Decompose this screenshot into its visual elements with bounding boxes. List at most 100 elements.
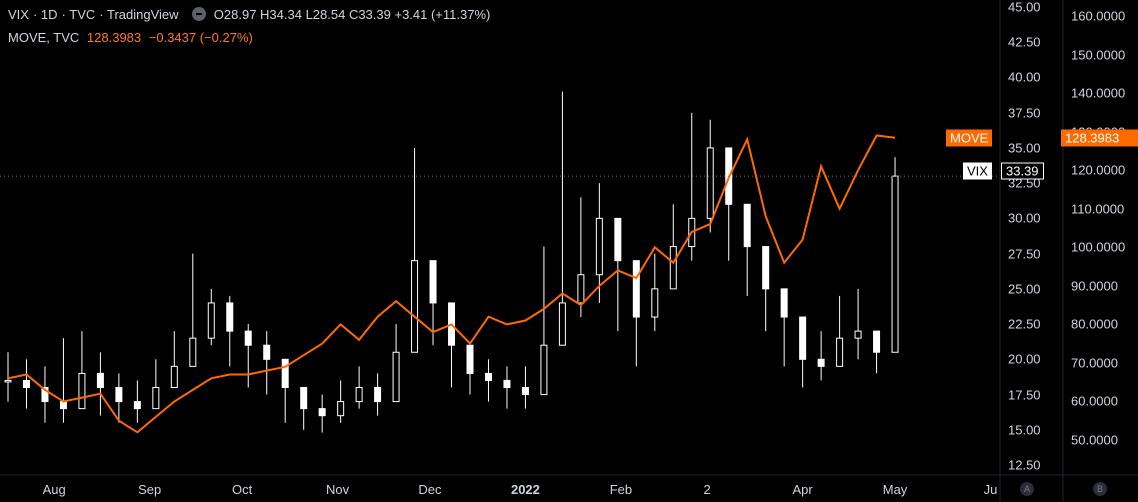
vix-candle-body: [244, 330, 252, 346]
right-axis-tick: 140.0000: [1071, 85, 1126, 101]
time-axis-tick: 2: [703, 482, 711, 497]
legend-overlay-name: MOVE, TVC: [8, 30, 80, 45]
right-axis-tick: 100.0000: [1071, 239, 1126, 255]
vix-candle-body: [503, 379, 511, 388]
left-axis-tick: 35.00: [1008, 140, 1041, 156]
vix-candle-body: [743, 203, 751, 248]
vix-legend: VIX · 1D · TVC · TradingView O28.97 H34.34 …: [8, 7, 491, 22]
vix-candle-body: [152, 386, 160, 410]
left-axis-tick: 40.00: [1008, 69, 1041, 85]
left-axis-tick: 17.50: [1008, 387, 1041, 403]
time-axis-tick: Feb: [609, 482, 633, 497]
legend-ohlc: O28.97 H34.34 L28.54 C33.39 +3.41 (+11.3…: [213, 7, 491, 22]
vix-candle-body: [595, 217, 603, 276]
vix-candle-body: [337, 401, 345, 417]
vix-candle-body: [115, 386, 123, 403]
vix-candle-body: [632, 260, 640, 318]
left-axis-tick: 15.00: [1008, 422, 1041, 438]
vix-candle-body: [226, 302, 234, 332]
vix-candle-body: [558, 302, 566, 346]
vix-candle-body: [429, 260, 437, 304]
right-axis-tick: 80.0000: [1071, 316, 1118, 332]
vix-candle-body: [780, 288, 788, 318]
vix-candle-body: [540, 344, 548, 396]
legend-overlay-value: 128.3983: [86, 30, 142, 45]
vix-candle-body: [59, 401, 67, 410]
vix-candle-body: [133, 401, 141, 410]
vix-candle-body: [22, 379, 30, 388]
vix-candle-body: [263, 344, 271, 360]
vix-candles: [4, 91, 899, 433]
move-legend: MOVE, TVC 128.3983 −0.3437 (−0.27%): [8, 30, 257, 45]
vix-candle-body: [300, 386, 308, 410]
time-axis-tick: 2022: [510, 482, 540, 497]
vix-candle-body: [411, 260, 419, 353]
time-axis-tick: Apr: [792, 482, 813, 497]
time-axis-tick: Nov: [325, 482, 350, 497]
right-axis-tick: 70.0000: [1071, 355, 1118, 371]
right-axis-tick: 160.0000: [1071, 8, 1126, 24]
left-axis-tick: 25.00: [1008, 281, 1041, 297]
legend-interval: 1D: [40, 7, 58, 22]
vix-candle-body: [318, 408, 326, 417]
vix-candle-body: [836, 337, 844, 367]
vix-price-label: 33.39: [1001, 162, 1044, 180]
vix-candle-body: [817, 358, 825, 367]
vix-candle-body: [170, 365, 178, 388]
right-axis-tick: 60.0000: [1071, 393, 1118, 409]
time-axis-tick: Aug: [42, 482, 66, 497]
vix-candle-body: [651, 288, 659, 318]
legend-symbol: VIX: [8, 7, 29, 22]
move-name-label: MOVE: [946, 129, 993, 147]
vix-candle-body: [355, 386, 363, 403]
vix-candle-body: [762, 246, 770, 290]
left-axis-tick: 12.50: [1008, 457, 1041, 473]
vix-candle-body: [614, 217, 622, 262]
vix-candle-body: [207, 302, 215, 339]
left-axis-tick: 20.00: [1008, 351, 1041, 367]
vix-candle-body: [873, 330, 881, 353]
move-price-label: 128.3983: [1061, 129, 1138, 147]
eye-icon[interactable]: [192, 7, 207, 21]
vix-candle-body: [521, 386, 529, 396]
left-axis-tick: 42.50: [1008, 34, 1041, 50]
vix-name-label: VIX: [963, 162, 992, 180]
time-axis-tick: Sep: [138, 482, 162, 497]
right-axis-tick: 50.0000: [1071, 432, 1118, 448]
time-axis-tick: Dec: [418, 482, 442, 497]
right-axis-tick: 90.0000: [1071, 278, 1118, 294]
left-axis-tick: 45.00: [1008, 0, 1041, 15]
vix-candle-body: [466, 344, 474, 374]
auto-scale-button-right[interactable]: B: [1093, 482, 1107, 496]
right-axis-tick: 120.0000: [1071, 162, 1126, 178]
vix-candle-body: [799, 316, 807, 360]
legend-source: TradingView: [106, 7, 179, 22]
vix-candle-body: [891, 175, 899, 353]
vix-candle-body: [484, 372, 492, 381]
right-axis-tick: 110.0000: [1071, 201, 1125, 217]
vix-candle-body: [706, 147, 714, 219]
legend-overlay-change: −0.3437 (−0.27%): [148, 30, 253, 45]
vix-candle-body: [4, 379, 12, 383]
vix-candle-body: [78, 372, 86, 410]
vix-candle-body: [577, 274, 585, 304]
vix-candle-body: [41, 386, 49, 403]
vix-candle-body: [281, 358, 289, 388]
vix-candle-body: [96, 372, 104, 388]
vix-candle-body: [189, 337, 197, 367]
left-axis-tick: 22.50: [1008, 316, 1041, 332]
legend-exchange: TVC: [69, 7, 96, 22]
left-axis-tick: 37.50: [1008, 105, 1041, 121]
left-axis-tick: 30.00: [1008, 210, 1041, 226]
left-axis-tick: 27.50: [1008, 246, 1041, 262]
auto-scale-button-left[interactable]: A: [1020, 482, 1034, 496]
vix-candle-body: [392, 351, 400, 403]
vix-candle-body: [669, 246, 677, 290]
move-series-line: [7, 134, 896, 434]
time-axis-tick: Oct: [231, 482, 253, 497]
right-axis-tick: 150.0000: [1071, 47, 1126, 63]
vix-candle-body: [374, 386, 382, 403]
vix-candle-body: [854, 330, 862, 339]
